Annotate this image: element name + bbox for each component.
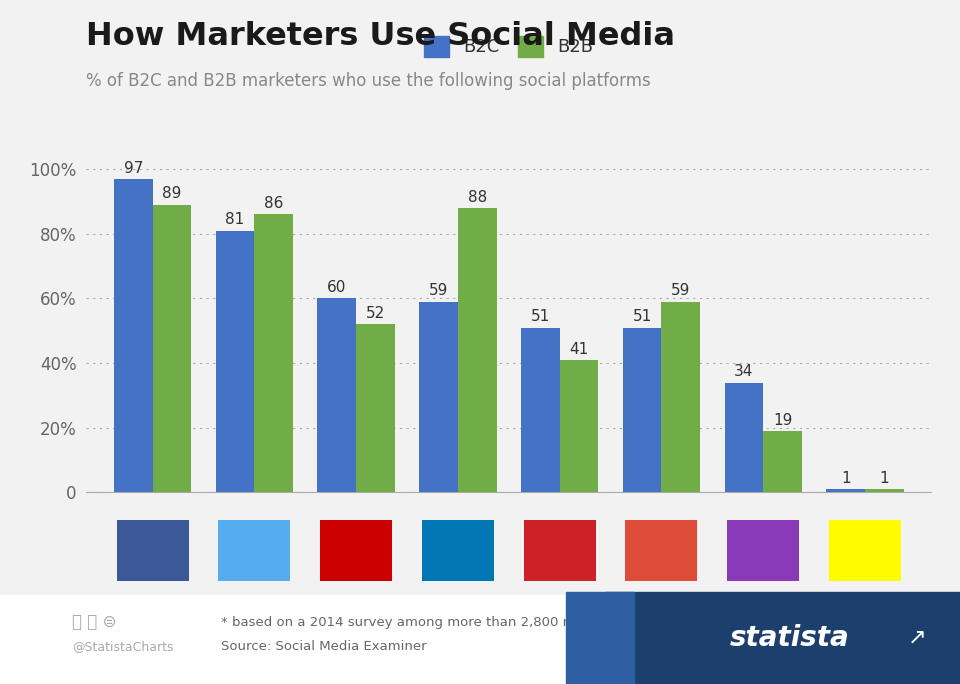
Text: 81: 81 [226,212,245,227]
Legend: B2C, B2B: B2C, B2B [417,29,601,64]
Text: 51: 51 [633,309,652,324]
Bar [521,328,560,492]
Text: 97: 97 [124,161,143,176]
Text: @StatistaCharts: @StatistaCharts [72,640,174,653]
Text: Ⓒ ⓘ ⊜: Ⓒ ⓘ ⊜ [72,614,116,631]
Text: 59: 59 [429,283,448,298]
Text: 60: 60 [327,280,347,295]
Bar [661,302,700,492]
Text: 41: 41 [569,342,588,356]
Text: 34: 34 [734,365,754,380]
Text: 51: 51 [531,309,550,324]
Bar [865,489,903,492]
Bar [763,431,802,492]
Text: * based on a 2014 survey among more than 2,800 marketers: * based on a 2014 survey among more than… [221,616,631,629]
Bar [827,489,865,492]
Text: % of B2C and B2B marketers who use the following social platforms: % of B2C and B2B marketers who use the f… [86,72,651,90]
Bar [623,328,661,492]
Bar [356,324,395,492]
Bar [153,205,191,492]
Text: How Marketers Use Social Media: How Marketers Use Social Media [86,21,676,51]
Text: 86: 86 [264,196,283,211]
Bar [254,214,293,492]
Bar [725,382,763,492]
Text: Source: Social Media Examiner: Source: Social Media Examiner [221,640,426,653]
Bar [318,298,356,492]
Text: 59: 59 [671,283,690,298]
Bar [420,302,458,492]
Text: 88: 88 [468,189,487,205]
Text: ↗: ↗ [908,628,926,648]
Bar [560,360,598,492]
Text: 89: 89 [162,187,181,202]
Bar [458,208,496,492]
Text: statista: statista [730,624,850,652]
Text: 19: 19 [773,413,792,428]
Text: 1: 1 [879,471,889,486]
Bar [114,179,153,492]
Text: 1: 1 [841,471,851,486]
Text: 52: 52 [366,306,385,321]
Bar [216,231,254,492]
